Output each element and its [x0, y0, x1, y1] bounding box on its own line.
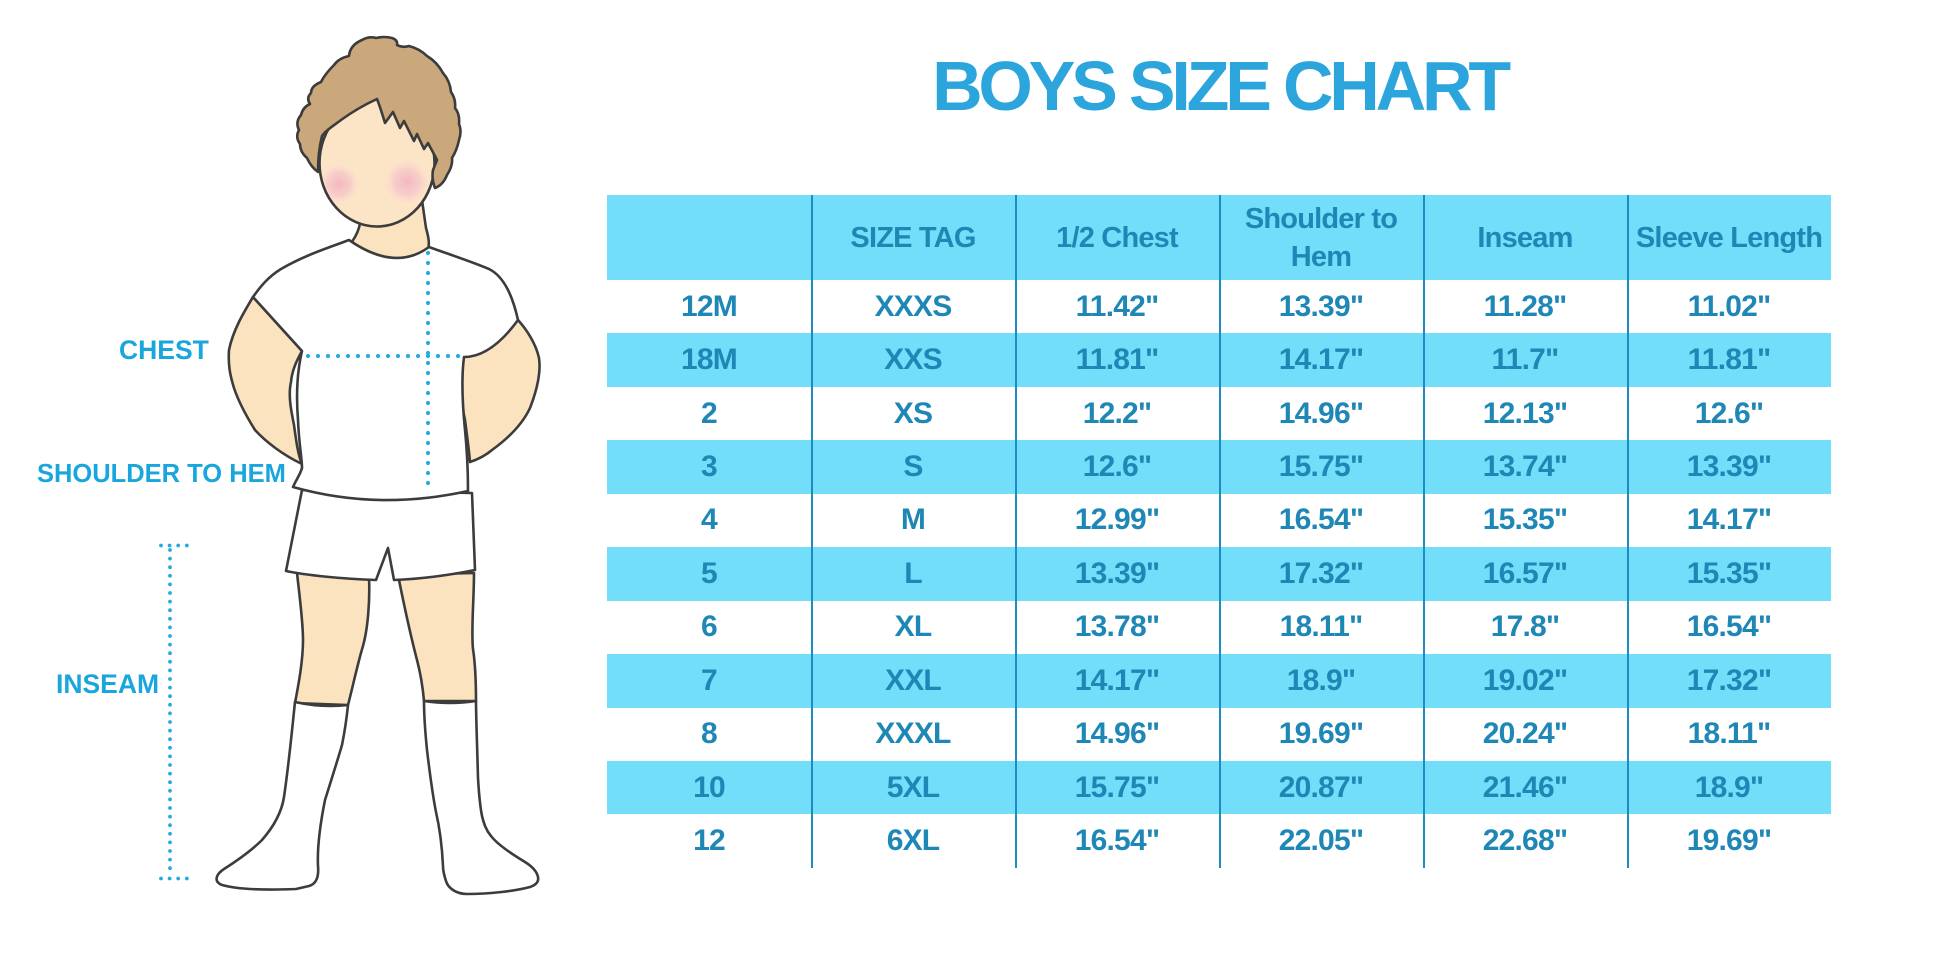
svg-text:CHEST: CHEST	[119, 335, 209, 365]
svg-text:SHOULDER TO HEM: SHOULDER TO HEM	[37, 460, 286, 488]
svg-text:INSEAM: INSEAM	[56, 669, 159, 699]
